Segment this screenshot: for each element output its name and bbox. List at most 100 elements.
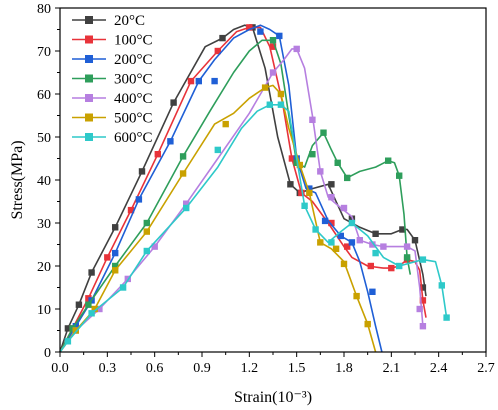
series-1-point-9: [288, 155, 296, 162]
legend-item-5: 500°C: [72, 111, 153, 127]
x-tick-label-1: 0.3: [99, 361, 117, 376]
series-2-point-4: [167, 138, 174, 145]
series-1-point-10: [298, 189, 305, 197]
legend-item-4: 400°C: [72, 91, 153, 107]
series-0-point-15: [419, 284, 427, 291]
series-4-point-6: [293, 45, 300, 53]
series-2-point-12: [337, 232, 344, 240]
series-5-point-4: [179, 170, 187, 177]
series-1-point-5: [187, 77, 195, 85]
series-6-point-4: [183, 204, 190, 212]
series-6-point-13: [396, 262, 403, 270]
series-0-point-8: [287, 181, 294, 188]
series-4-point-3: [151, 243, 158, 250]
series-6-point-15: [438, 282, 445, 289]
series-6-point-1: [88, 310, 95, 317]
series-4-point-14: [403, 243, 411, 250]
legend-item-1: 100°C: [72, 33, 153, 49]
series-0-point-6: [219, 34, 226, 42]
series-2-point-2: [112, 249, 119, 257]
series-2-point-8: [276, 32, 283, 40]
legend-label-2: 200°C: [114, 52, 153, 68]
series-3-point-10: [344, 174, 351, 182]
legend-marker-1: [85, 35, 93, 44]
series-0-point-0: [64, 325, 72, 332]
series-1-point-3: [127, 206, 135, 214]
series-3: [59, 37, 412, 353]
x-tick-label-4: 1.2: [241, 361, 259, 376]
series-4-point-4: [183, 200, 190, 207]
series-6-point-10: [328, 239, 335, 246]
y-tick-label-0: 0: [44, 346, 51, 361]
series-6-point-12: [372, 249, 379, 257]
series-3-point-7: [309, 151, 316, 158]
series-0-point-1: [75, 301, 83, 308]
series-6: [59, 101, 450, 353]
series-4-point-10: [340, 204, 348, 212]
series-2-point-5: [195, 77, 202, 85]
x-tick-label-5: 1.5: [288, 361, 306, 376]
legend-marker-4: [85, 94, 93, 102]
x-tick-label-6: 1.8: [335, 361, 353, 376]
legend-label-3: 300°C: [114, 72, 153, 88]
series-3-point-13: [403, 254, 411, 261]
series-line-4: [59, 48, 424, 353]
series-1-point-13: [367, 262, 374, 270]
series-1-point-1: [85, 295, 92, 302]
series-4-point-13: [380, 243, 387, 250]
series-0-point-4: [138, 168, 146, 175]
series-0-point-5: [170, 99, 177, 106]
series-1-point-11: [328, 219, 335, 227]
legend-marker-5: [85, 113, 93, 122]
x-tick-label-8: 2.4: [430, 361, 448, 376]
series-4-point-15: [416, 305, 423, 313]
series-5-point-6: [261, 84, 269, 91]
series-line-3: [59, 39, 412, 353]
y-tick-label-7: 70: [37, 45, 51, 60]
series-1-point-14: [388, 264, 395, 272]
plot-area: [59, 24, 450, 353]
legend-marker-0: [85, 16, 93, 24]
series-6-point-6: [266, 101, 273, 108]
series-6-point-5: [214, 146, 221, 154]
series-0: [59, 24, 427, 353]
legend-label-0: 20°C: [114, 13, 145, 29]
series-3-point-12: [396, 172, 403, 179]
y-tick-label-3: 30: [37, 217, 51, 232]
series-5-point-14: [364, 320, 371, 328]
series-5-point-8: [296, 161, 303, 169]
series-0-point-12: [372, 230, 379, 237]
series-line-5: [59, 84, 377, 353]
series-2-point-3: [135, 196, 143, 203]
series-3-point-5: [269, 37, 277, 44]
series-4-point-16: [419, 323, 427, 330]
legend-item-0: 20°C: [72, 13, 145, 29]
x-tick-label-7: 2.1: [383, 361, 401, 376]
series-5-point-7: [277, 90, 285, 98]
series-3-point-8: [320, 129, 327, 136]
series-0-point-10: [328, 181, 335, 188]
series-line-2: [59, 24, 383, 353]
series-4-point-1: [96, 305, 103, 313]
series-4-point-11: [356, 237, 363, 244]
series-6-point-8: [301, 202, 308, 209]
series-2-point-11: [321, 217, 329, 225]
series-1-point-8: [269, 43, 277, 50]
series-1-point-4: [154, 151, 161, 158]
series-3-point-3: [143, 219, 150, 227]
x-tick-label-9: 2.7: [477, 361, 495, 376]
y-tick-label-8: 80: [37, 2, 51, 17]
series-5-point-10: [317, 239, 324, 246]
y-axis-title: Stress(MPa): [9, 140, 26, 219]
legend-label-6: 600°C: [114, 130, 153, 146]
x-tick-label-0: 0.0: [51, 361, 69, 376]
series-2: [59, 24, 383, 353]
legend-marker-2: [85, 55, 93, 63]
series-5-point-1: [91, 305, 98, 313]
series-1-point-6: [214, 47, 221, 55]
legend-marker-3: [85, 74, 93, 83]
series-1-point-12: [344, 243, 351, 250]
series-1-point-7: [246, 24, 253, 31]
legend: 20°C 100°C 200°C 300°C 400°C 500°C 600°C: [72, 13, 153, 146]
